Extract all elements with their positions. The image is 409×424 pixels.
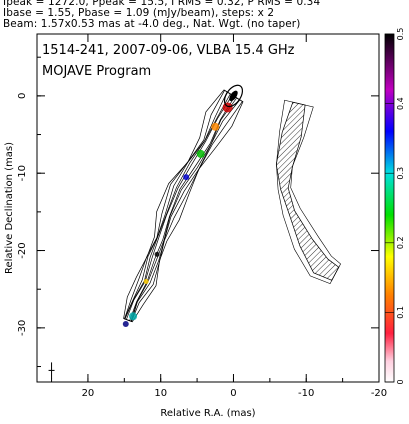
stokes-i-contour-2: [123, 91, 241, 322]
chart-title: 1514-241, 2007-09-06, VLBA 15.4 GHz: [42, 43, 295, 58]
emission-knot-4: [154, 251, 160, 257]
axes-layer: 20 10 0 -10 -20 0 -10 -20 -30: [17, 34, 387, 399]
polarization-contour-outer: [276, 99, 341, 284]
plot-frame: [36, 33, 380, 383]
chart-subtitle: MOJAVE Program: [42, 64, 151, 79]
x-tick-label-0: 20: [82, 388, 95, 399]
x-tick-label-4: -20: [371, 388, 387, 399]
colorbar-tick-label-5: 0.5: [396, 28, 405, 41]
colorbar-ticks: 0 0.1 0.2 0.3 0.4 0.5: [385, 28, 405, 385]
emission-knot-3: [183, 174, 190, 181]
colorbar-tick-label-0: 0: [396, 379, 405, 384]
x-tick-label-3: -10: [298, 388, 314, 399]
stokes-i-contour-3: [124, 93, 238, 322]
colorbar-tick-label-1: 0.1: [396, 306, 405, 319]
core-contours: [223, 84, 244, 108]
x-tick-label-1: 10: [154, 388, 167, 399]
emission-knot-0: [222, 102, 233, 113]
colorbar-tick-label-4: 0.4: [396, 97, 405, 110]
header-line-1: Ipeak = 1272.0, Ppeak = 15.5, I RMS = 0.…: [3, 0, 321, 8]
colorbar-tick-label-2: 0.2: [396, 236, 405, 249]
y-tick-label-0: 0: [17, 93, 28, 99]
y-tick-label-1: -10: [17, 165, 28, 181]
header-line-2: Ibase = 1.55, Pbase = 1.09 (mJy/beam), s…: [3, 7, 275, 19]
colorbar-tick-label-3: 0.3: [396, 167, 405, 180]
emission-knot-5: [143, 278, 149, 284]
header-line-3: Beam: 1.57x0.53 mas at -4.0 deg., Nat. W…: [3, 18, 301, 30]
colorbar: [384, 33, 395, 383]
emission-knot-2: [196, 149, 205, 158]
emission-knot-7: [122, 321, 129, 327]
emission-knot-1: [211, 122, 220, 131]
x-tick-label-2: 0: [230, 388, 236, 399]
y-axis-label: Relative Declination (mas): [4, 142, 15, 274]
stokes-i-contour-4: [125, 94, 236, 322]
plot-layer: [48, 84, 341, 379]
x-axis-label: Relative R.A. (mas): [160, 408, 255, 419]
y-tick-label-2: -20: [17, 242, 28, 258]
emission-knot-6: [129, 312, 138, 321]
stokes-i-contour-0: [123, 89, 244, 323]
y-tick-label-3: -30: [17, 320, 28, 336]
core-peak: [229, 90, 238, 102]
